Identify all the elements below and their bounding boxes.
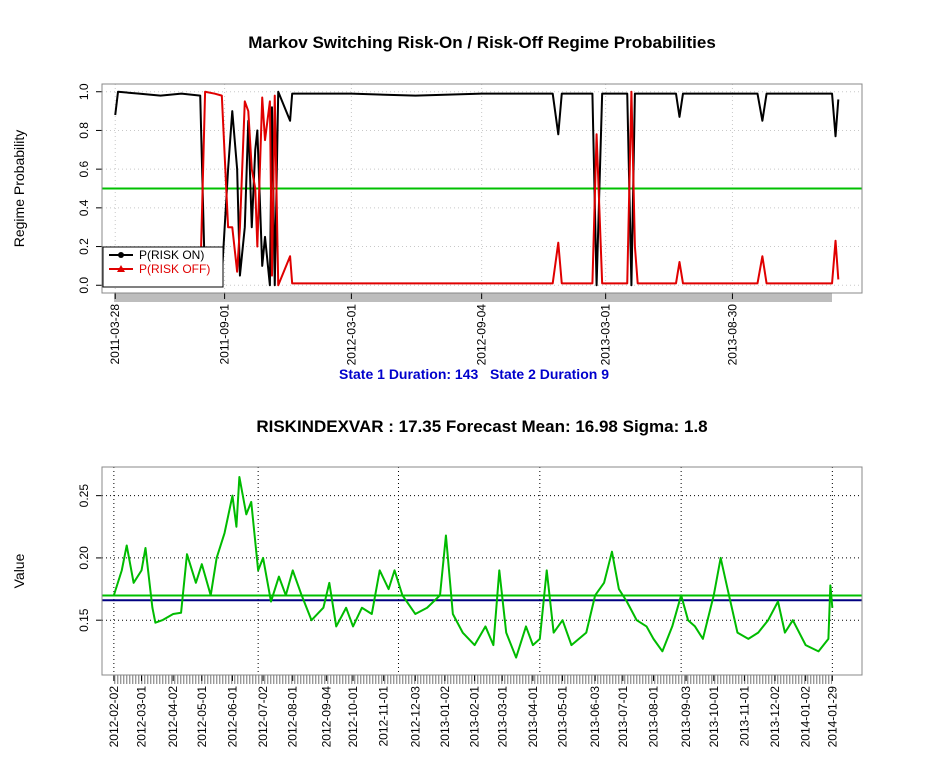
x-tick-label: 2011-03-28 <box>108 304 122 365</box>
x-tick-label: 2013-09-03 <box>679 686 693 748</box>
x-tick-label: 2013-08-30 <box>725 304 739 366</box>
x-tick-label: 2012-12-03 <box>408 686 422 748</box>
legend-marker <box>117 265 125 272</box>
plot-frame <box>101 83 863 294</box>
x-tick-label: 2012-03-01 <box>344 304 358 366</box>
x-tick-label: 2013-12-02 <box>768 686 782 748</box>
y-tick-label: 0.0 <box>77 277 91 294</box>
y-tick-label: 0.20 <box>77 546 91 570</box>
x-tick-label: 2012-11-01 <box>377 686 391 747</box>
x-tick-label: 2013-04-01 <box>526 686 540 748</box>
y-tick-label: 0.4 <box>77 199 91 216</box>
legend-box <box>102 246 224 288</box>
x-tick-label: 2012-02-02 <box>107 686 121 748</box>
series-line <box>114 90 840 287</box>
x-tick-label: 2013-08-01 <box>646 686 660 748</box>
x-tick-label: 2012-08-01 <box>286 686 300 748</box>
y-tick-label: 0.25 <box>77 484 91 508</box>
chart-title: RISKINDEXVAR : 17.35 Forecast Mean: 16.9… <box>256 417 707 436</box>
x-tick-label: 2013-05-01 <box>556 686 570 748</box>
x-tick-label: 2014-01-02 <box>799 686 813 748</box>
x-tick-label: 2013-10-01 <box>707 686 721 748</box>
y-axis-label: Value <box>11 553 27 588</box>
rug <box>114 675 832 684</box>
x-tick-label: 2012-04-02 <box>166 686 180 748</box>
y-axis-label: Regime Probability <box>11 130 27 248</box>
x-tick-label: 2012-05-01 <box>195 686 209 748</box>
x-tick-label: 2012-07-02 <box>256 686 270 748</box>
x-tick-label: 2013-01-02 <box>438 686 452 748</box>
plot-frame <box>101 466 863 676</box>
x-tick-label: 2013-03-01 <box>599 304 613 366</box>
annotation: State 1 Duration: 143 State 2 Duration 9 <box>339 366 609 382</box>
x-tick-label: 2014-01-29 <box>825 686 839 748</box>
x-tick-label: 2013-06-03 <box>588 686 602 748</box>
x-tick-label: 2012-06-01 <box>225 686 239 748</box>
legend-label: P(RISK ON) <box>139 248 204 262</box>
x-tick-label: 2013-11-01 <box>737 686 751 747</box>
series-line <box>112 475 834 659</box>
rug <box>114 293 832 302</box>
y-tick-label: 0.6 <box>77 160 91 177</box>
x-tick-label: 2012-09-04 <box>319 686 333 748</box>
y-tick-label: 0.2 <box>77 238 91 255</box>
x-tick-label: 2012-09-04 <box>475 304 489 366</box>
y-tick-label: 1.0 <box>77 83 91 100</box>
x-tick-label: 2011-09-01 <box>218 304 232 365</box>
y-tick-label: 0.8 <box>77 122 91 139</box>
x-tick-label: 2012-03-01 <box>135 686 149 748</box>
legend-marker <box>118 252 124 258</box>
legend-label: P(RISK OFF) <box>139 262 210 276</box>
chart-title: Markov Switching Risk-On / Risk-Off Regi… <box>248 33 716 52</box>
x-tick-label: 2013-02-01 <box>468 686 482 748</box>
x-tick-label: 2012-10-01 <box>346 686 360 748</box>
x-tick-label: 2013-07-01 <box>616 686 630 748</box>
x-tick-label: 2013-03-01 <box>495 686 509 748</box>
y-tick-label: 0.15 <box>77 608 91 632</box>
